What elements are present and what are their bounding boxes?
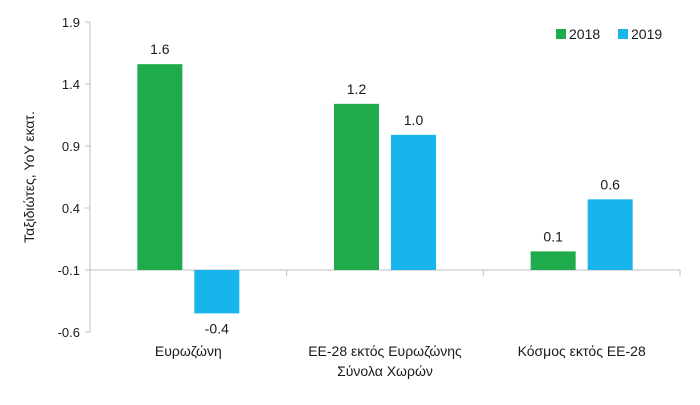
legend: 2018 2019 (556, 26, 662, 42)
bar-2019 (391, 134, 436, 270)
y-tick-label: 1.9 (62, 15, 80, 30)
data-label: 1.6 (150, 41, 170, 57)
category-label: Ευρωζώνη (155, 343, 222, 359)
bar-2018 (334, 103, 379, 270)
data-label: 1.0 (404, 112, 424, 128)
data-label: 0.1 (543, 228, 563, 244)
y-tick-label: -0.1 (58, 263, 80, 278)
data-label: 0.6 (600, 176, 620, 192)
y-tick-label: -0.6 (58, 325, 80, 340)
y-tick-label: 0.4 (62, 201, 80, 216)
bar-2018 (530, 251, 576, 270)
bars (137, 64, 633, 314)
legend-swatch-2018 (556, 29, 566, 39)
category-label: Κόσμος εκτός ΕΕ-28 (518, 343, 646, 359)
data-label: -0.4 (205, 320, 229, 336)
bar-2019 (587, 199, 633, 270)
axes: 1.9 1.4 0.9 0.4 -0.1 -0.6 (58, 15, 681, 340)
y-axis-title: Ταξιδιώτες, YoY εκατ. (21, 111, 37, 243)
data-label: 1.2 (347, 81, 367, 97)
legend-label: 2018 (569, 26, 600, 42)
bar-2019 (194, 270, 240, 314)
legend-swatch-2019 (618, 29, 628, 39)
y-tick-label: 0.9 (62, 139, 80, 154)
category-label: ΕΕ-28 εκτός Ευρωζώνης (308, 343, 462, 359)
y-tick-label: 1.4 (62, 77, 80, 92)
category-label: Σύνολα Χωρών (337, 363, 433, 379)
labels: 1.6 -0.4 Ευρωζώνη 1.2 1.0 ΕΕ-28 εκτός Ευρωζών… (150, 41, 646, 379)
legend-label: 2019 (631, 26, 662, 42)
bar-2018 (137, 64, 183, 270)
